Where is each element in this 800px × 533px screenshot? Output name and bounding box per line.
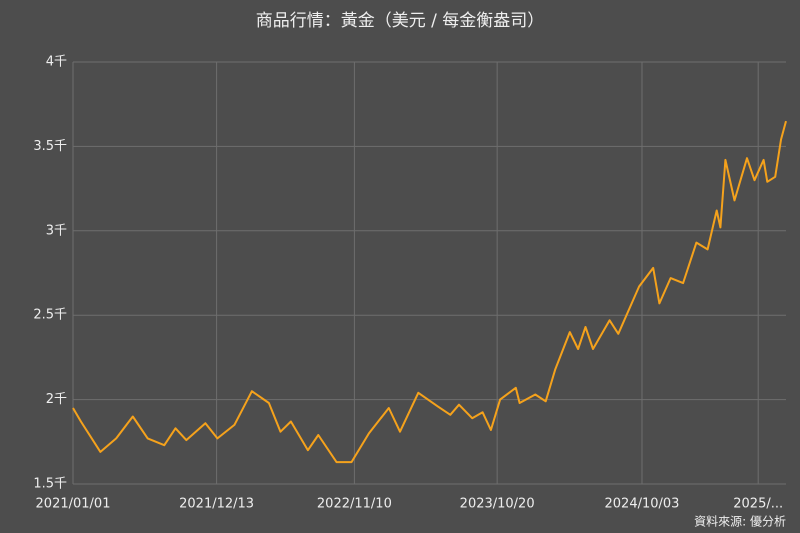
- y-tick-label: 1.5千: [33, 477, 67, 492]
- y-tick-label: 3.5千: [33, 139, 67, 154]
- x-tick-label: 2021/01/01: [36, 497, 111, 512]
- x-tick-label: 2022/11/10: [317, 497, 392, 512]
- x-tick-label: 2021/12/13: [179, 497, 254, 512]
- y-tick-label: 2千: [46, 392, 67, 407]
- y-tick-label: 4千: [46, 55, 67, 70]
- y-tick-label: 3千: [46, 223, 67, 238]
- y-tick-label: 2.5千: [33, 308, 67, 323]
- source-note: 資料來源: 優分析: [694, 515, 786, 529]
- x-tick-label: 2024/10/03: [605, 497, 680, 512]
- data-line: [72, 120, 787, 464]
- x-tick-label: 2023/10/20: [460, 497, 535, 512]
- x-tick-label: 2025/...: [733, 497, 783, 512]
- chart-title: 商品行情：黃金（美元 / 每金衡盎司）: [256, 11, 545, 31]
